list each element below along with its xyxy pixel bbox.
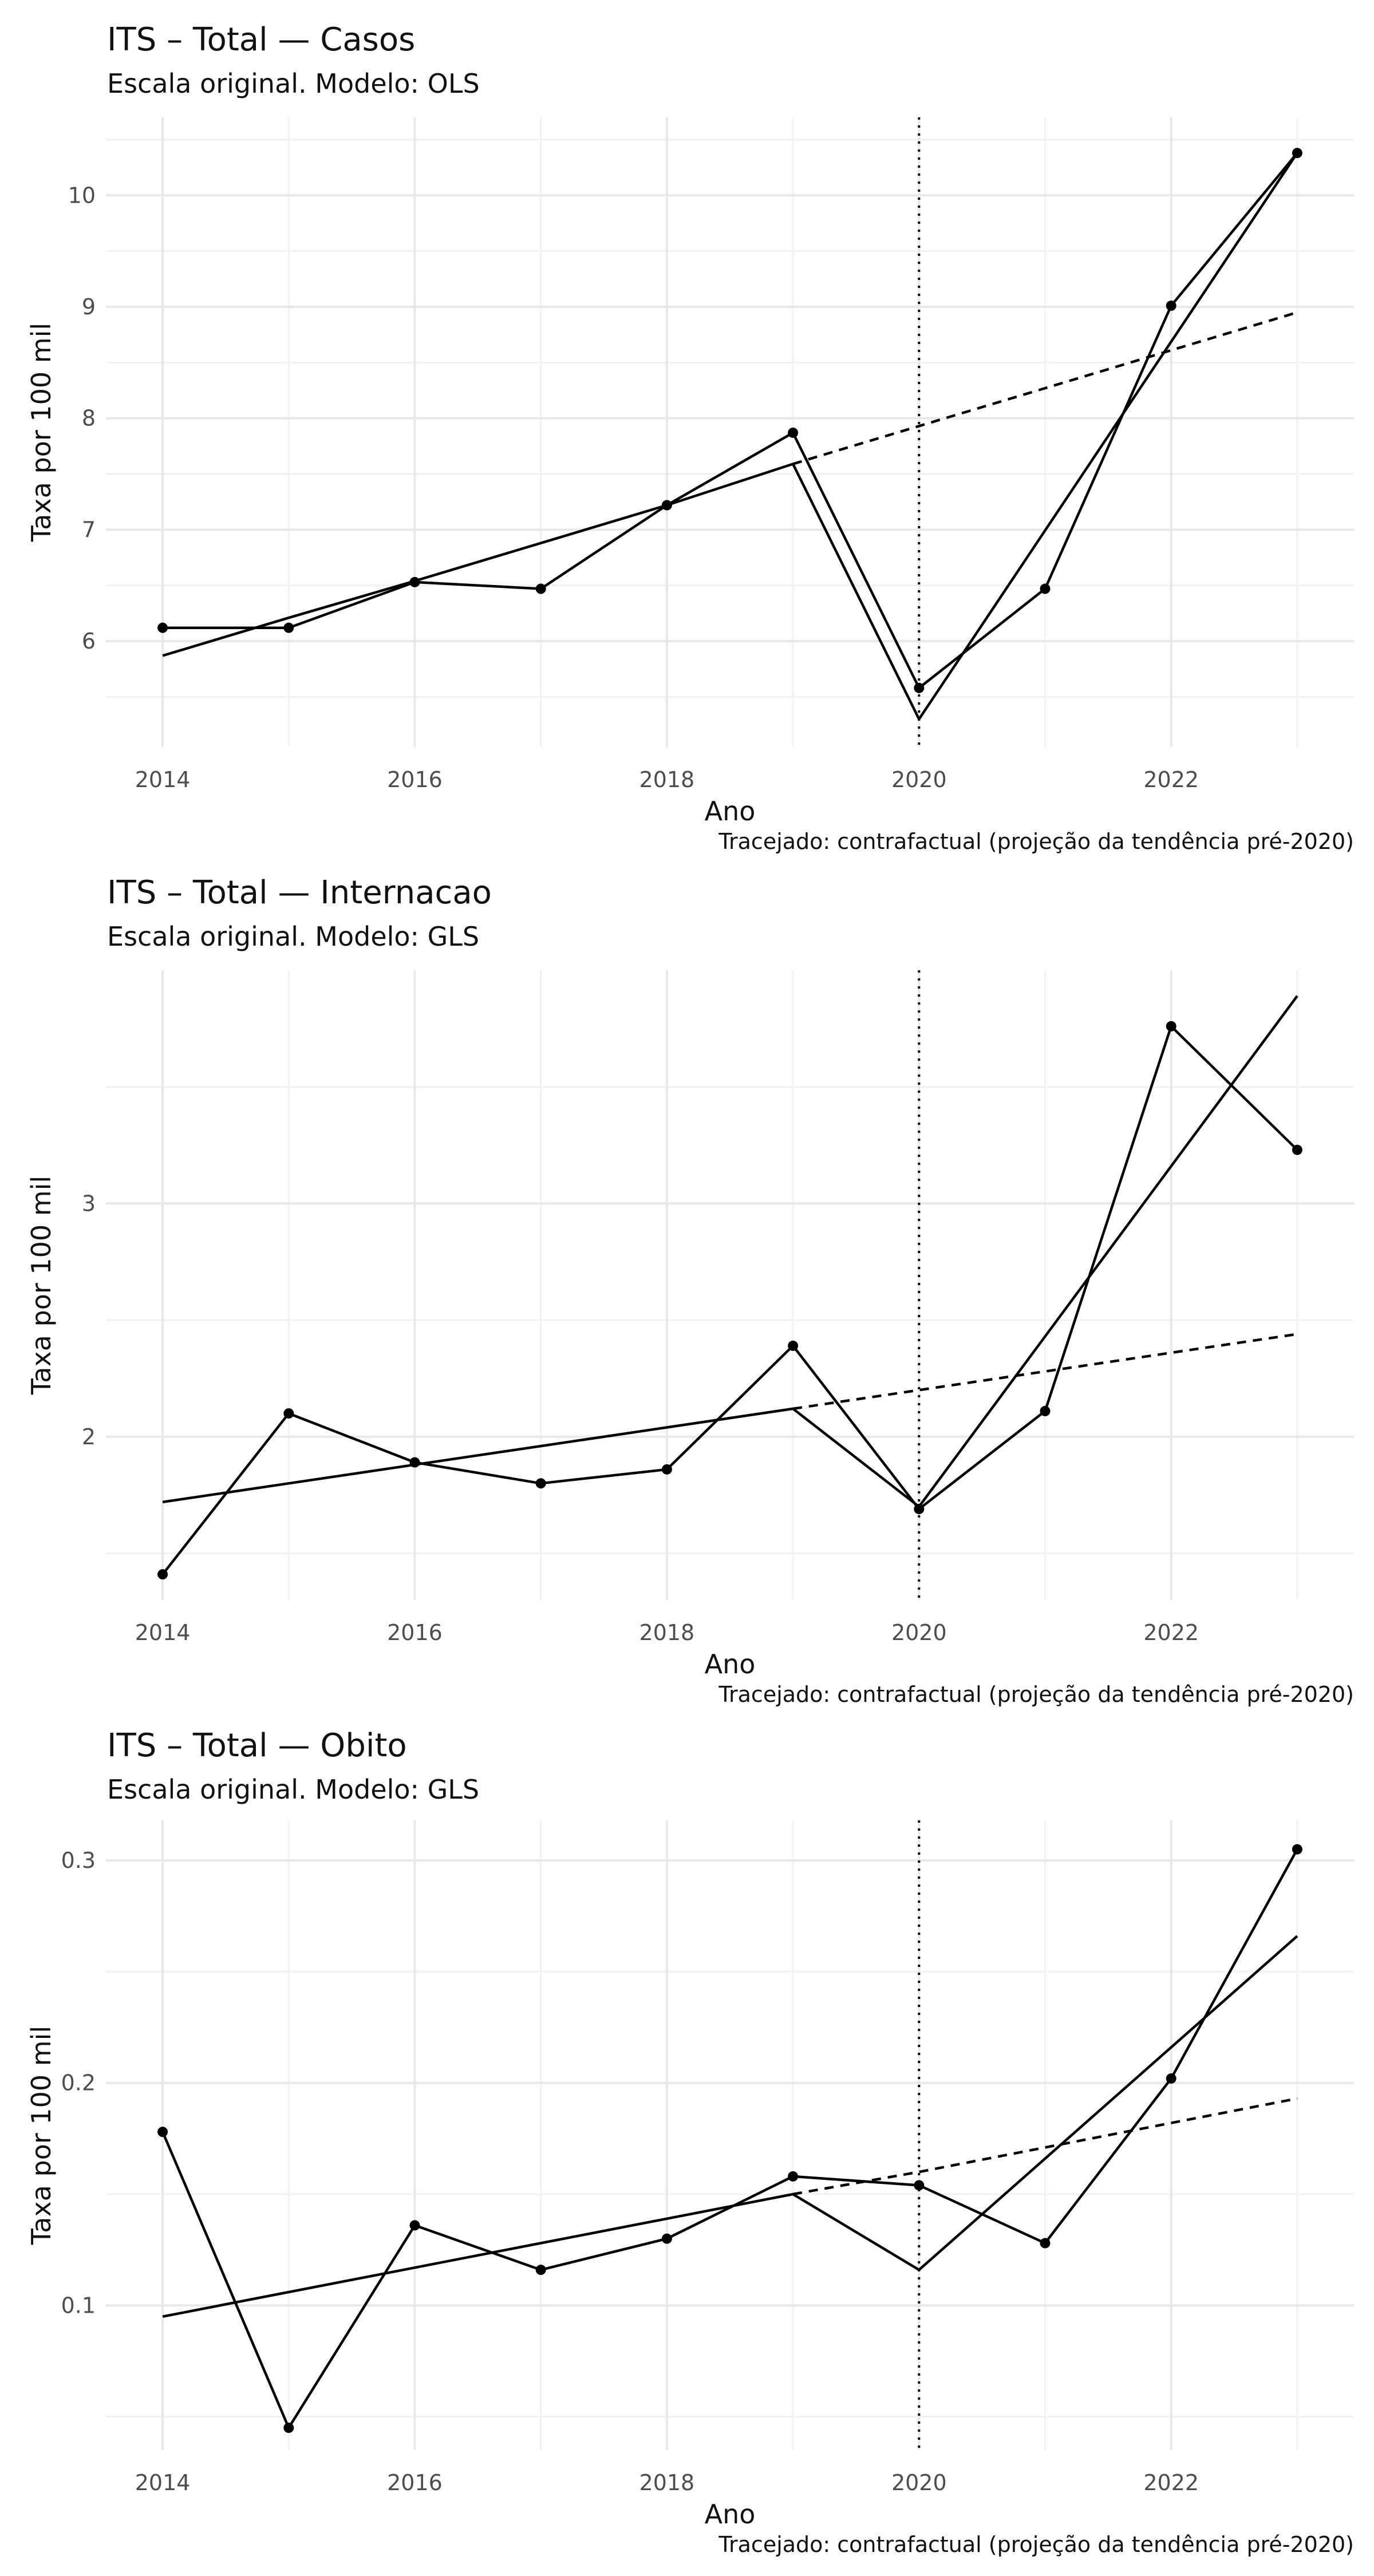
x-tick-label: 2016: [387, 2470, 443, 2495]
fitted-series-line: [162, 995, 1298, 1508]
data-point: [1040, 2238, 1051, 2249]
chart-caption: Tracejado: contrafactual (projeção da te…: [718, 829, 1354, 854]
y-axis-label: Taxa por 100 mil: [26, 1176, 57, 1395]
data-point: [788, 1340, 799, 1351]
data-point: [1166, 1021, 1176, 1032]
x-tick-label: 2014: [135, 1620, 191, 1645]
x-tick-label: 2020: [891, 767, 947, 792]
y-tick-label: 0.1: [61, 2293, 96, 2318]
y-tick-label: 7: [82, 517, 96, 542]
y-tick-label: 0.2: [61, 2071, 96, 2096]
y-tick-label: 0.3: [61, 1848, 96, 1873]
x-tick-label: 2016: [387, 767, 443, 792]
data-point: [1292, 1844, 1302, 1855]
data-point: [409, 2220, 420, 2231]
chart-title: ITS – Total — Casos: [107, 21, 415, 58]
x-axis-label: Ano: [705, 796, 756, 827]
chart-title: ITS – Total — Obito: [107, 1727, 407, 1764]
data-point: [157, 2127, 168, 2138]
y-tick-label: 6: [82, 629, 96, 654]
x-tick-label: 2022: [1143, 1620, 1199, 1645]
chart-subtitle: Escala original. Modelo: OLS: [107, 68, 480, 99]
data-point: [283, 622, 294, 633]
chart-subtitle: Escala original. Modelo: GLS: [107, 1774, 479, 1805]
y-tick-label: 9: [82, 294, 96, 319]
x-axis-label: Ano: [705, 1649, 756, 1680]
data-point: [914, 1504, 925, 1515]
data-point: [1166, 2073, 1176, 2084]
x-tick-label: 2020: [891, 1620, 947, 1645]
chart-title: ITS – Total — Internacao: [107, 874, 492, 911]
data-point: [535, 583, 546, 594]
counterfactual-line: [792, 311, 1298, 465]
y-axis-label: Taxa por 100 mil: [26, 323, 57, 542]
x-tick-label: 2022: [1143, 2470, 1199, 2495]
data-point: [1292, 1144, 1302, 1155]
observed-series-line: [163, 152, 1298, 690]
data-point: [914, 2180, 925, 2191]
y-tick-label: 10: [68, 183, 96, 208]
observed-series-line: [161, 1848, 1298, 2429]
chart-panel-0: ITS – Total — Casos Escala original. Mode…: [26, 21, 1354, 854]
y-tick-label: 8: [82, 406, 96, 431]
data-point: [283, 1408, 294, 1419]
chart-caption: Tracejado: contrafactual (projeção da te…: [718, 1682, 1354, 1707]
x-tick-label: 2022: [1143, 767, 1199, 792]
data-point: [535, 2265, 546, 2275]
chart-caption: Tracejado: contrafactual (projeção da te…: [718, 2532, 1354, 2557]
data-point: [1040, 1406, 1051, 1416]
x-tick-label: 2016: [387, 1620, 443, 1645]
data-point: [788, 2171, 799, 2182]
chart-panel-1: ITS – Total — Internacao Escala original.…: [26, 874, 1354, 1707]
x-tick-label: 2014: [135, 767, 191, 792]
x-axis-label: Ano: [705, 2499, 756, 2530]
y-axis-label: Taxa por 100 mil: [26, 2026, 57, 2245]
data-point: [283, 2423, 294, 2433]
chart-panel-2: ITS – Total — Obito Escala original. Mode…: [26, 1727, 1354, 2557]
fitted-series-line: [162, 1935, 1298, 2318]
observed-series-line: [161, 1025, 1298, 1575]
data-point: [914, 682, 925, 693]
data-point: [157, 622, 168, 633]
y-tick-label: 3: [82, 1191, 96, 1216]
data-point: [157, 1569, 168, 1580]
y-tick-label: 2: [82, 1424, 96, 1449]
data-point: [661, 1464, 672, 1475]
counterfactual-line: [792, 2097, 1298, 2196]
chart-subtitle: Escala original. Modelo: GLS: [107, 921, 479, 952]
counterfactual-line: [792, 1333, 1298, 1411]
x-tick-label: 2018: [639, 2470, 695, 2495]
data-point: [788, 427, 799, 438]
data-point: [661, 2233, 672, 2244]
x-tick-label: 2020: [891, 2470, 947, 2495]
fitted-series-line: [162, 152, 1298, 721]
data-point: [1040, 583, 1051, 594]
data-point: [1166, 301, 1176, 311]
x-tick-label: 2018: [639, 1620, 695, 1645]
x-tick-label: 2018: [639, 767, 695, 792]
data-point: [535, 1478, 546, 1489]
x-tick-label: 2014: [135, 2470, 191, 2495]
